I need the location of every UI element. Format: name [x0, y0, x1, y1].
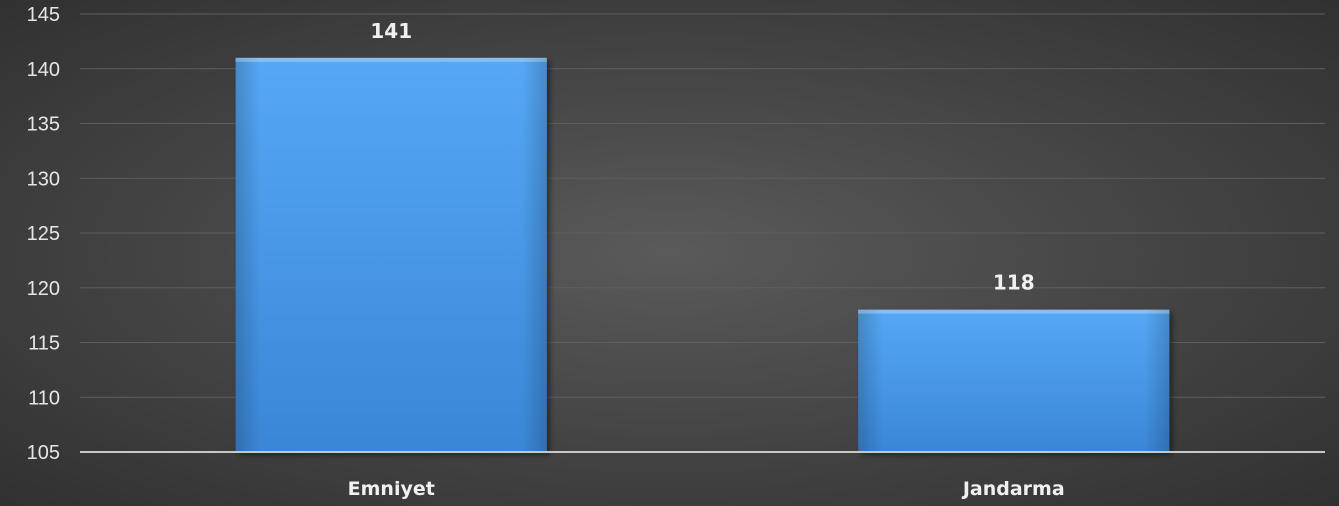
x-category-label: Jandarma [961, 478, 1065, 500]
bar-jandarma [858, 309, 1170, 452]
bar-highlight [235, 57, 547, 62]
y-tick-label: 105 [27, 442, 60, 464]
bars [235, 57, 1170, 453]
bar-emniyet [235, 57, 547, 453]
y-tick-label: 130 [27, 168, 60, 190]
y-tick-label: 120 [27, 278, 60, 300]
y-tick-label: 145 [27, 4, 60, 26]
y-tick-label: 115 [28, 333, 60, 355]
data-label: 118 [993, 271, 1035, 295]
y-tick-label: 135 [27, 114, 60, 136]
data-label: 141 [370, 19, 412, 43]
x-axis-categories: Emniyet Jandarma [348, 478, 1065, 500]
data-labels: 141 118 [370, 19, 1034, 295]
y-tick-label: 140 [27, 59, 60, 81]
y-axis-ticks: 105 110 115 120 125 130 135 140 145 [27, 4, 60, 464]
bar-shading [858, 309, 1170, 452]
y-tick-label: 125 [27, 223, 60, 245]
bar-shading [235, 57, 547, 453]
x-category-label: Emniyet [348, 478, 435, 500]
y-tick-label: 110 [28, 387, 60, 409]
bar-highlight [858, 309, 1170, 314]
